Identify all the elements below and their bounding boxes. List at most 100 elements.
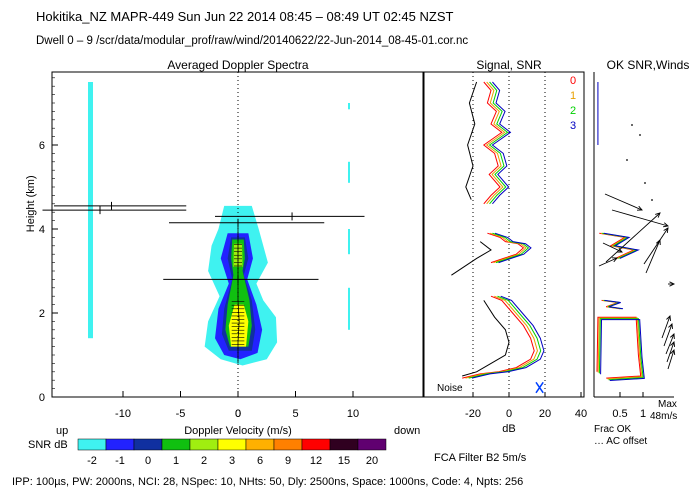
frac-ok-trace-middle <box>603 232 640 259</box>
colorbar-swatch <box>161 438 191 451</box>
signal-trace-upper <box>465 81 478 200</box>
signal-x-axis-label: dB <box>502 423 515 435</box>
noise-marker <box>535 381 544 394</box>
wind-arrow <box>605 212 661 263</box>
colorbar-tick-label: 1 <box>173 455 179 467</box>
x-axis-label: Doppler Velocity (m/s) <box>184 425 292 437</box>
signal-frame <box>423 71 585 398</box>
colorbar-tick-label: 12 <box>310 455 322 467</box>
colorbar-tick-label: 6 <box>257 455 263 467</box>
signal-trace-lower <box>462 300 510 377</box>
signal-x-tick-label: -20 <box>465 408 481 420</box>
wind-arrow <box>645 239 661 274</box>
snr-series-upper <box>491 81 512 205</box>
wind-arrow <box>666 341 675 363</box>
spectra-title: Averaged Doppler Spectra <box>167 58 309 72</box>
signal-title: Signal, SNR <box>476 58 542 72</box>
frac-ok-trace <box>597 317 643 380</box>
wind-arrow-head <box>611 257 618 263</box>
wind-arrow-head <box>663 227 669 234</box>
y-tick-label: 0 <box>39 392 45 404</box>
clutter-speck-right-top <box>348 103 350 110</box>
x-tick-label-zero: 0 <box>235 408 241 420</box>
colorbar-swatch <box>105 438 135 451</box>
clutter-speck-right-mid <box>348 161 350 183</box>
x-tick-label: 10 <box>347 408 359 420</box>
frac-ok-trace <box>596 316 642 379</box>
snr-series-middle <box>489 232 527 264</box>
signal-x-tick-label: 20 <box>539 408 551 420</box>
colorbar-title: SNR dB <box>28 439 68 451</box>
snr-series-middle <box>492 232 530 264</box>
snr-series-middle <box>487 232 525 264</box>
header-title: Hokitika_NZ MAPR-449 Sun Jun 22 2014 08:… <box>36 9 454 24</box>
fca-filter-label: FCA Filter B2 5m/s <box>434 452 527 464</box>
ok-legend-entry: 0 <box>570 75 576 87</box>
down-label: down <box>394 425 420 437</box>
wind-arrow-head <box>636 205 643 211</box>
ok-x-tick-label: 1 <box>640 408 646 420</box>
colorbar-swatch <box>133 438 163 451</box>
x-tick-label: -10 <box>115 408 131 420</box>
signal-x-tick-label: 0 <box>506 408 512 420</box>
wind-arrow <box>663 323 673 347</box>
signal-trace-middle <box>451 241 492 276</box>
wind-arrow-head <box>655 212 661 218</box>
colorbar-swatch <box>357 438 387 451</box>
wind-arrow-head <box>670 349 676 356</box>
ok-x-tick-label: 0.5 <box>612 408 627 420</box>
colorbar-tick-label: 2 <box>201 455 207 467</box>
colorbar-swatch <box>77 438 107 451</box>
wind-arrow-head <box>666 315 671 322</box>
wind-arrow <box>665 333 675 355</box>
colorbar-swatch <box>189 438 219 451</box>
ok-title: OK SNR,Winds <box>607 58 690 72</box>
frac-ok-trace <box>600 319 645 381</box>
wind-arrow <box>604 193 643 211</box>
header-file-path: Dwell 0 – 9 /scr/data/modular_prof/raw/w… <box>36 35 469 47</box>
colorbar-tick-label: 15 <box>338 455 350 467</box>
snr-series-lower <box>471 295 545 379</box>
y-tick-label: 2 <box>39 308 45 320</box>
wind-arrow <box>661 315 671 339</box>
ok-legend-entry: 3 <box>570 120 576 132</box>
y-tick-label: 6 <box>39 140 45 152</box>
colorbar-tick-label: -1 <box>115 455 125 467</box>
frac-ok-trace <box>598 318 644 381</box>
wind-arrow-head <box>670 341 676 348</box>
wind-arrow <box>611 209 669 227</box>
clutter-speck-right-b <box>348 287 350 330</box>
colorbar-tick-label: 0 <box>145 455 151 467</box>
colorbar-tick-label: 20 <box>366 455 378 467</box>
colorbar-swatch <box>217 438 247 451</box>
ok-legend-entry: 1 <box>570 90 576 102</box>
clutter-speck-right-a <box>348 229 350 255</box>
ac-offset-dot <box>631 124 633 126</box>
ok-legend-entry: 2 <box>570 105 576 117</box>
ac-offset-dot <box>639 134 641 136</box>
colorbar-swatch <box>329 438 359 451</box>
signal-x-tick-label: 40 <box>575 408 587 420</box>
x-tick-label: 0 <box>235 408 241 420</box>
wind-arrow <box>598 257 618 267</box>
y-tick-label: 4 <box>39 224 45 236</box>
colorbar-swatch <box>301 438 331 451</box>
ac-offset-dot <box>651 199 653 201</box>
max-label: Max <box>658 399 677 410</box>
snr-series-middle <box>494 232 532 264</box>
noise-label: Noise <box>437 383 463 394</box>
colorbar-tick-label: 3 <box>229 455 235 467</box>
footer-parameters: IPP: 100µs, PW: 2000ns, NCI: 28, NSpec: … <box>12 476 524 488</box>
snr-series-upper <box>485 81 506 205</box>
max-value: 48m/s <box>650 411 677 422</box>
wind-arrow-head <box>669 281 676 287</box>
y-axis-label: Height (km) <box>25 175 37 232</box>
colorbar-swatch <box>245 438 275 451</box>
wind-arrow-head <box>662 222 669 228</box>
up-label: up <box>56 425 68 437</box>
x-tick-label: 5 <box>292 408 298 420</box>
wind-arrow-head <box>670 333 675 340</box>
wind-arrow-head <box>668 323 673 330</box>
x-tick-label: -5 <box>176 408 186 420</box>
